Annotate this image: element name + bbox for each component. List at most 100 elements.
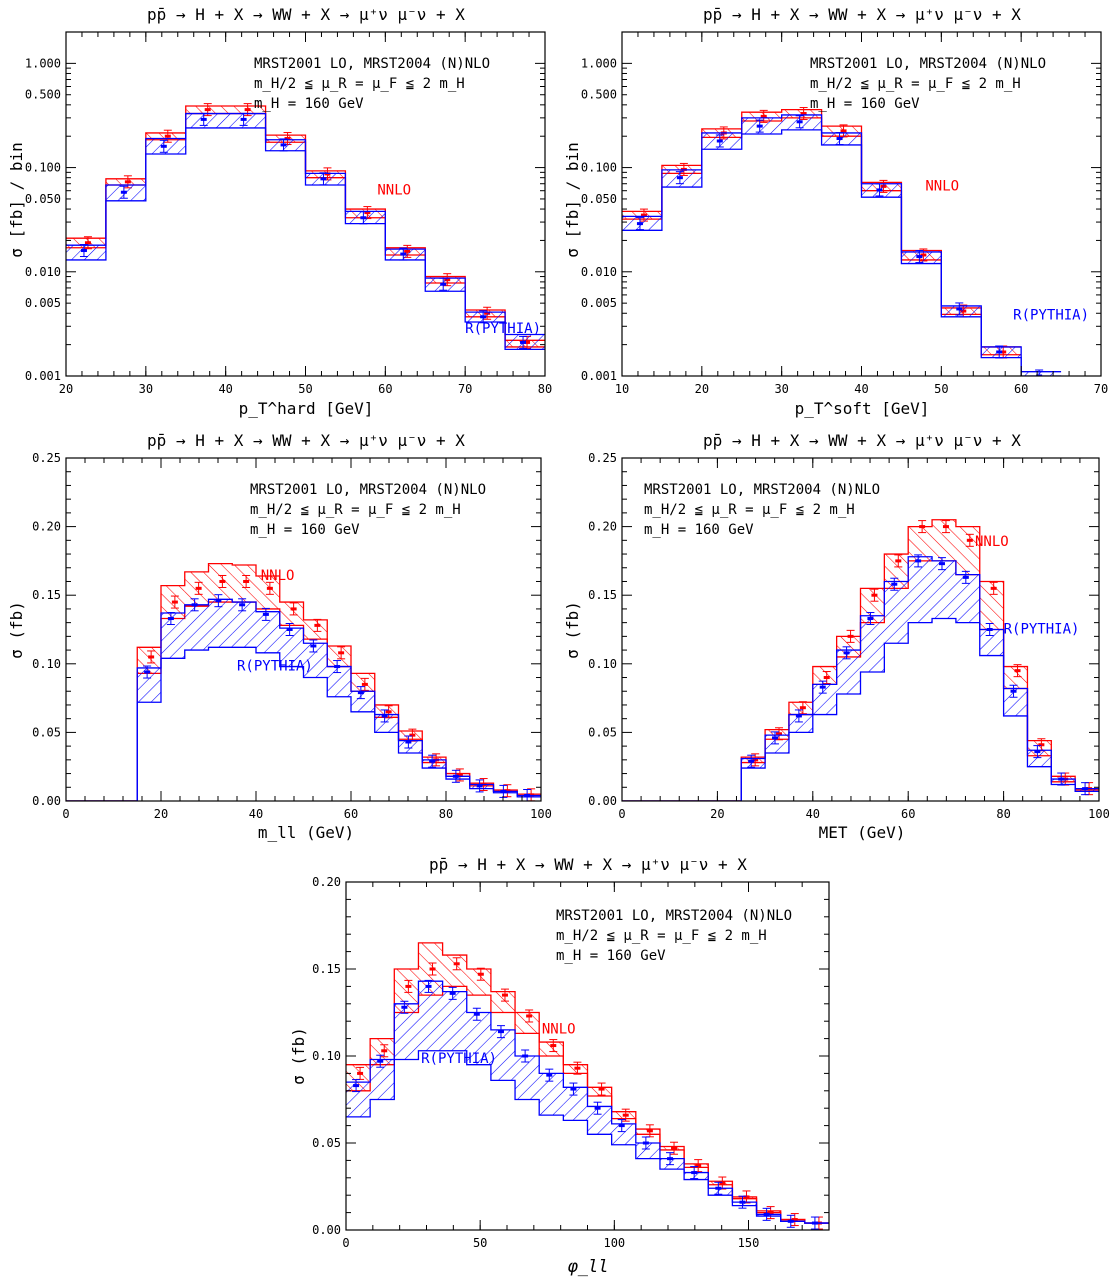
central-point	[361, 682, 368, 686]
central-point	[1010, 689, 1017, 693]
central-point	[501, 993, 508, 997]
band-rpythia-bin	[374, 714, 399, 733]
series-label: NNLO	[377, 183, 411, 199]
x-tick-label: 40	[218, 382, 232, 396]
data-layer	[66, 562, 541, 801]
central-point	[695, 1164, 702, 1168]
central-point	[691, 1171, 698, 1175]
central-point	[1058, 777, 1065, 781]
band-rpythia-bin	[563, 1087, 588, 1121]
step-high-rpythia	[66, 598, 541, 801]
y-tick-label: 0.500	[25, 88, 61, 102]
central-point	[840, 129, 847, 133]
band-rpythia-bin	[515, 1056, 540, 1100]
central-point	[811, 1221, 818, 1225]
band-rpythia-bin	[635, 1143, 660, 1159]
central-point	[716, 139, 723, 143]
central-point	[594, 1106, 601, 1110]
central-point	[429, 759, 436, 763]
plot-area: NNLO R(PYTHIA) 0 20 40 60 80 100 0.00 0.05 0.10 0.1…	[32, 451, 552, 821]
central-point	[334, 665, 341, 669]
central-point	[314, 623, 321, 627]
band-rpythia-bin	[836, 650, 861, 694]
band-rpythia-bin	[279, 628, 304, 667]
x-tick-label: 0	[62, 807, 69, 821]
x-tick-label: 80	[439, 807, 453, 821]
y-tick-label: 0.10	[312, 1049, 341, 1063]
central-point	[763, 1212, 770, 1216]
y-axis-label: σ (fb)	[7, 601, 26, 659]
x-tick-label: 40	[854, 382, 868, 396]
series-label: R(PYTHIA)	[237, 659, 313, 675]
band-rpythia-bin	[587, 1106, 612, 1135]
band-rpythia-bin	[741, 758, 766, 769]
band-rpythia-bin	[1021, 371, 1062, 376]
central-point	[409, 733, 416, 737]
central-point	[715, 1186, 722, 1190]
central-point	[1082, 787, 1089, 791]
x-tick-label: 40	[249, 807, 263, 821]
central-point	[895, 559, 902, 563]
plot-area: NNLO R(PYTHIA) 0 20 40 60 80 100 0.00 0.05 0.10 0.1…	[588, 451, 1110, 821]
central-point	[787, 1219, 794, 1223]
central-point	[847, 634, 854, 638]
central-point	[477, 972, 484, 976]
legend-line-2: m_H/2 ≦ μ_R = μ_F ≦ 2 m_H	[556, 928, 767, 944]
central-point	[823, 676, 830, 680]
x-axis-label: MET (GeV)	[819, 823, 906, 842]
central-point	[819, 685, 826, 689]
legend-line-3: m_H = 160 GeV	[810, 96, 920, 112]
y-tick-label: 0.100	[25, 161, 61, 175]
central-point	[522, 1054, 529, 1058]
central-point	[528, 793, 535, 797]
band-rpythia-bin	[327, 666, 351, 697]
band-rpythia-bin	[208, 599, 233, 648]
y-tick-label: 0.010	[581, 265, 617, 279]
y-tick-label: 0.05	[588, 725, 617, 739]
panel-met: pp̄ → H + X → WW + X → μ⁺ν μ⁻ν + X NNLO R…	[563, 431, 1110, 842]
band-rpythia-bin	[398, 740, 423, 753]
central-point	[843, 651, 850, 655]
band-rpythia-bin	[955, 574, 980, 623]
central-point	[215, 599, 222, 603]
band-nnlo-bin	[884, 554, 909, 589]
y-tick-label: 0.001	[581, 369, 617, 383]
central-point	[480, 315, 487, 319]
band-nnlo-bin	[351, 673, 375, 692]
central-point	[124, 180, 131, 184]
band-rpythia-bin	[422, 759, 446, 769]
band-rpythia-bin	[979, 629, 1004, 656]
legend-line-2: m_H/2 ≦ μ_R = μ_F ≦ 2 m_H	[254, 76, 465, 92]
central-point	[473, 1012, 480, 1016]
band-rpythia-bin	[1051, 779, 1076, 785]
band-rpythia-bin	[908, 556, 933, 623]
central-point	[164, 134, 171, 138]
panel-pt-soft: pp̄ → H + X → WW + X → μ⁺ν μ⁻ν + X NNLO R…	[563, 5, 1108, 418]
x-axis-label: m_ll (GeV)	[258, 823, 354, 842]
band-nnlo-bin	[1003, 666, 1028, 689]
central-point	[526, 1014, 533, 1018]
central-point	[915, 559, 922, 563]
band-rpythia-bin	[860, 615, 885, 673]
y-tick-label: 0.15	[32, 588, 61, 602]
central-point	[795, 714, 802, 718]
central-point	[453, 962, 460, 966]
central-point	[756, 124, 763, 128]
central-point	[456, 773, 463, 777]
panel-title: pp̄ → H + X → WW + X → μ⁺ν μ⁻ν + X	[429, 855, 747, 874]
x-tick-label: 0	[342, 1236, 349, 1250]
plot-area: NNLO R(PYTHIA) 10 20 30 40 50 60 70 1.000 0.500 0.1…	[581, 31, 1108, 396]
band-rpythia-bin	[788, 714, 813, 733]
y-axis-label: σ (fb)	[563, 601, 582, 659]
band-rpythia-bin	[346, 1082, 371, 1117]
step-high-rpythia	[622, 556, 1099, 801]
central-point	[646, 1129, 653, 1133]
band-nnlo-bin	[137, 647, 161, 674]
x-tick-label: 60	[344, 807, 358, 821]
band-nnlo-bin	[232, 565, 256, 603]
band-rpythia-bin	[418, 981, 443, 1051]
legend-line-3: m_H = 160 GeV	[556, 948, 666, 964]
x-axis-label: p_T^hard [GeV]	[239, 399, 374, 418]
band-rpythia-bin	[659, 1158, 685, 1170]
y-tick-label: 0.20	[32, 520, 61, 534]
